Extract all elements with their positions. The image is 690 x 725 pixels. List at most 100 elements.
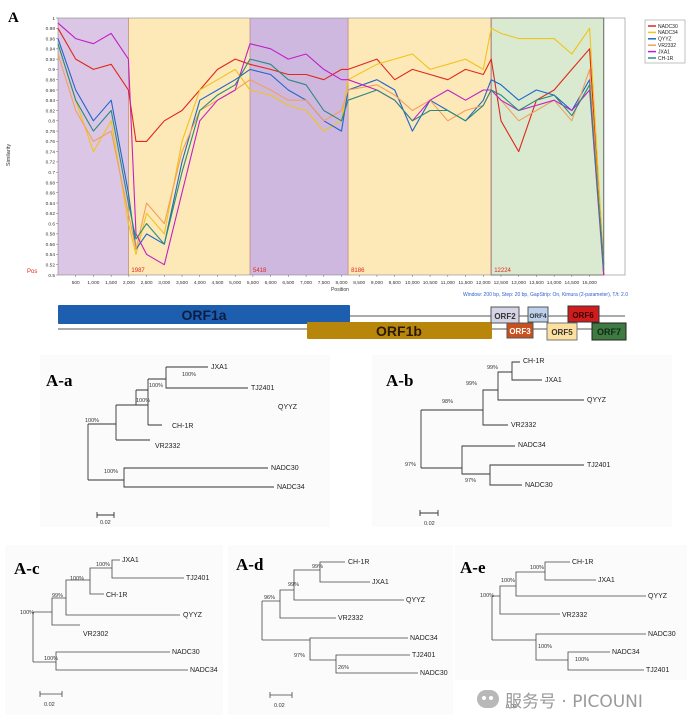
orf-ORF1a-label: ORF1a [181, 307, 226, 323]
y-tick-label: 0.76 [46, 139, 56, 145]
tree-A-d-taxon-CH-1R: CH-1R [348, 559, 369, 566]
tree-A-b-bootstrap: 99% [466, 381, 477, 387]
x-axis-label: Position [331, 287, 349, 293]
x-tick-label: 13,500 [529, 280, 544, 286]
tree-A-a-label: A-a [46, 371, 73, 390]
orf-ORF5-label: ORF5 [551, 328, 573, 337]
tree-A-b-bootstrap: 97% [405, 462, 416, 468]
y-tick-label: 0.56 [46, 242, 56, 248]
tree-A-b-taxon-VR2332: VR2332 [511, 422, 536, 429]
series-line-CH-1R [57, 43, 605, 270]
orf-ORF7: ORF7 [591, 322, 627, 341]
x-tick-label: 6,000 [265, 280, 277, 286]
tree-A-e-bootstrap: 100% [480, 593, 494, 599]
x-tick-label: 3,500 [176, 280, 188, 286]
x-tick-label: 15,000 [582, 280, 597, 286]
tree-A-d-taxon-NADC34: NADC34 [410, 635, 438, 642]
x-tick-label: 4,000 [194, 280, 206, 286]
tree-A-e-taxon-CH-1R: CH-1R [572, 559, 593, 566]
tree-A-a-taxon-JXA1: JXA1 [211, 364, 228, 371]
x-tick-label: 11,500 [458, 280, 473, 286]
tree-A-e-taxon-NADC34: NADC34 [612, 649, 640, 656]
tree-A-c-label: A-c [14, 559, 40, 578]
orf-ORF7-label: ORF7 [597, 327, 621, 337]
orf-ORF1b-box [307, 322, 492, 339]
x-tick-label: 8,500 [353, 280, 365, 286]
tree-A-b-bootstrap: 99% [487, 365, 498, 371]
legend-entry: NADC30 [658, 24, 678, 30]
similarity-plot: 1987 5418 8186 12224 0.5 0.52 0.54 0.56 0.58 0.6… [6, 16, 686, 298]
tree-A-a-taxon-QYYZ: QYYZ [278, 404, 298, 411]
legend-entry: QYYZ [658, 37, 672, 43]
orf-ORF3-label: ORF3 [509, 327, 531, 336]
tree-A-e-bootstrap: 100% [538, 644, 552, 650]
region-band [490, 17, 605, 276]
legend-entry: CH-1R [658, 56, 674, 62]
y-tick-label: 0.58 [46, 232, 56, 238]
genome-map: ORF1a ORF1b ORF2 ORF3 ORF4 ORF5 ORF6 OR [58, 305, 627, 341]
plot-regions: 1987 5418 8186 12224 [58, 17, 605, 276]
x-tick-label: 6,500 [282, 280, 294, 286]
y-tick-label: 0.92 [46, 57, 56, 63]
tree-A-a-bootstrap: 100% [149, 383, 163, 389]
tree-A-e-taxon-NADC30: NADC30 [648, 631, 676, 638]
tree-A-c-taxon-VR2302: VR2302 [83, 631, 108, 638]
tree-A-c [5, 545, 223, 715]
tree-A-d-bootstrap: 26% [338, 665, 349, 671]
tree-A-a-taxon-NADC30: NADC30 [271, 465, 299, 472]
tree-A-d-taxon-QYYZ: QYYZ [406, 597, 426, 604]
tree-A-c-taxon-CH-1R: CH-1R [106, 592, 127, 599]
y-tick-label: 0.88 [46, 77, 56, 83]
y-tick-label: 0.98 [46, 26, 56, 32]
y-tick-label: 0.96 [46, 36, 56, 42]
tree-A-c-bootstrap: 100% [96, 562, 110, 568]
region-boundary-label: 8186 [351, 268, 365, 274]
tree-A-b-bootstrap: 98% [442, 399, 453, 405]
tree-A-b-label: A-b [386, 371, 413, 390]
region-boundary-label: 1987 [131, 268, 145, 274]
orf-ORF5: ORF5 [546, 322, 578, 341]
tree-A-a-taxon-TJ2401: TJ2401 [251, 385, 274, 392]
y-tick-label: 0.72 [46, 160, 56, 166]
pos-label: Pos [27, 269, 37, 275]
plot-series [57, 22, 605, 276]
x-tick-label: 2,500 [141, 280, 153, 286]
orf-ORF1b: ORF1b [307, 322, 492, 339]
tree-A-d-bootstrap: 97% [294, 653, 305, 659]
tree-A-e-bootstrap: 100% [575, 657, 589, 663]
x-tick-label: 9,000 [371, 280, 383, 286]
tree-A-c-bootstrap: 100% [70, 576, 84, 582]
orf-ORF6-label: ORF6 [572, 311, 594, 320]
tree-A-d-bootstrap: 99% [312, 564, 323, 570]
tree-A-c-taxon-JXA1: JXA1 [122, 557, 139, 564]
y-tick-label: 0.86 [46, 88, 56, 94]
tree-A-a-taxon-CH-1R: CH-1R [172, 423, 193, 430]
tree-A-b-bootstrap: 97% [465, 478, 476, 484]
y-tick-label: 0.68 [46, 180, 56, 186]
orf-ORF3: ORF3 [506, 322, 534, 339]
y-tick-label: 0.52 [46, 263, 56, 269]
x-tick-label: 7,500 [318, 280, 330, 286]
tree-A-d-bootstrap: 96% [264, 595, 275, 601]
tree-A-a-bootstrap: 100% [182, 372, 196, 378]
y-tick-label: 0.64 [46, 201, 56, 207]
x-tick-label: 1,000 [87, 280, 99, 286]
x-tick-label: 7,000 [300, 280, 312, 286]
orf-ORF2: ORF2 [490, 306, 520, 324]
tree-A-b-taxon-NADC30: NADC30 [525, 482, 553, 489]
tree-A-a-taxon-NADC34: NADC34 [277, 484, 305, 491]
legend-entry: JXA1 [658, 49, 670, 55]
tree-A-a-bootstrap: 100% [104, 469, 118, 475]
y-tick-label: 0.74 [46, 149, 56, 155]
plot-axes: 0.5 0.52 0.54 0.56 0.58 0.6 0.62 0.64 0.66 0.68 0.… [46, 16, 626, 286]
y-tick-label: 0.78 [46, 129, 56, 135]
region-band [58, 18, 129, 275]
orf-ORF1a: ORF1a [58, 305, 350, 324]
tree-A-d-taxon-TJ2401: TJ2401 [412, 652, 435, 659]
watermark: 服务号 · PICOUNI [477, 683, 687, 715]
x-tick-label: 2,000 [123, 280, 135, 286]
legend-entry: NADC34 [658, 30, 678, 36]
tree-A-d-label: A-d [236, 555, 264, 574]
tree-A-b-scale: 0.02 [424, 521, 435, 527]
series-line-JXA1 [57, 22, 605, 276]
